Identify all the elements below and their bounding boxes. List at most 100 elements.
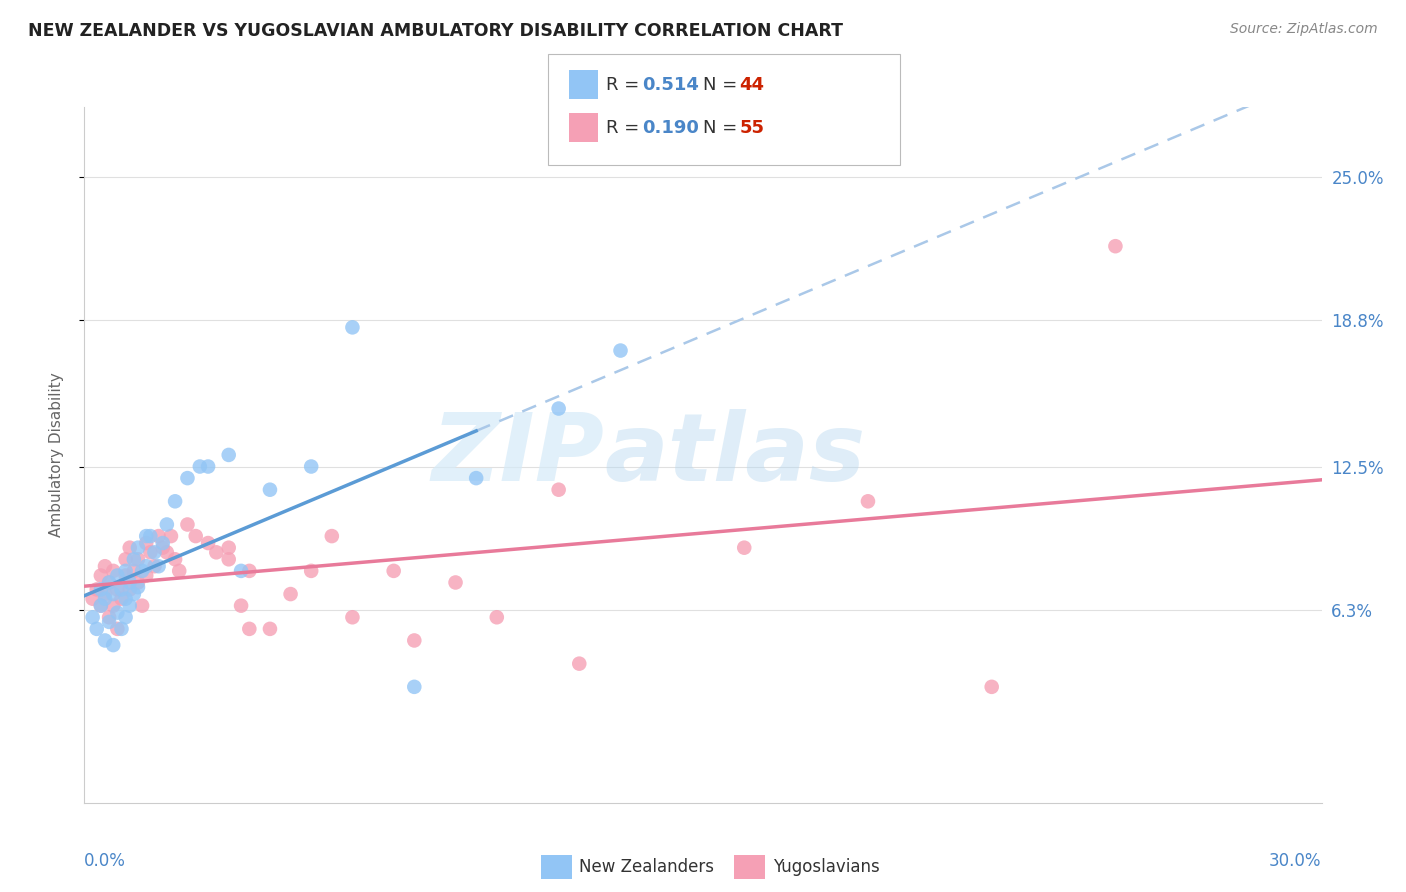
Point xyxy=(188,459,211,474)
Point xyxy=(103,564,125,578)
Point xyxy=(118,575,141,590)
Point xyxy=(90,599,112,613)
Point xyxy=(404,680,426,694)
Point xyxy=(127,552,149,566)
Point xyxy=(218,552,240,566)
Point xyxy=(152,536,174,550)
Point xyxy=(444,575,467,590)
Point xyxy=(98,575,121,590)
Point xyxy=(82,610,104,624)
Text: atlas: atlas xyxy=(605,409,865,501)
Point xyxy=(143,545,166,559)
Point xyxy=(342,320,364,334)
Point xyxy=(118,599,141,613)
Point xyxy=(176,471,198,485)
Point xyxy=(197,536,219,550)
Point xyxy=(98,615,121,629)
Text: Yugoslavians: Yugoslavians xyxy=(773,858,880,876)
Point xyxy=(86,582,108,597)
Point xyxy=(114,610,136,624)
Point xyxy=(143,559,166,574)
Text: R =: R = xyxy=(606,119,645,136)
Text: N =: N = xyxy=(703,119,742,136)
Point xyxy=(122,552,145,566)
Point xyxy=(156,517,179,532)
Point xyxy=(94,587,117,601)
Text: N =: N = xyxy=(703,76,742,94)
Point xyxy=(86,622,108,636)
Point xyxy=(110,591,132,606)
Point xyxy=(197,459,219,474)
Text: 55: 55 xyxy=(740,119,765,136)
Point xyxy=(135,559,157,574)
Point xyxy=(568,657,591,671)
Point xyxy=(229,564,252,578)
Point xyxy=(856,494,879,508)
Text: 30.0%: 30.0% xyxy=(1270,852,1322,870)
Y-axis label: Ambulatory Disability: Ambulatory Disability xyxy=(49,373,63,537)
Point xyxy=(90,582,112,597)
Point xyxy=(94,559,117,574)
Point xyxy=(127,541,149,555)
Point xyxy=(114,591,136,606)
Point xyxy=(139,545,162,559)
Point xyxy=(299,564,322,578)
Point xyxy=(465,471,488,485)
Point xyxy=(118,541,141,555)
Point xyxy=(114,568,136,582)
Text: NEW ZEALANDER VS YUGOSLAVIAN AMBULATORY DISABILITY CORRELATION CHART: NEW ZEALANDER VS YUGOSLAVIAN AMBULATORY … xyxy=(28,22,844,40)
Point xyxy=(148,559,170,574)
Point xyxy=(218,541,240,555)
Text: 0.514: 0.514 xyxy=(643,76,699,94)
Text: 0.190: 0.190 xyxy=(643,119,699,136)
Point xyxy=(176,517,198,532)
Point xyxy=(321,529,343,543)
Point xyxy=(98,610,121,624)
Point xyxy=(205,545,228,559)
Point xyxy=(238,564,260,578)
Text: Source: ZipAtlas.com: Source: ZipAtlas.com xyxy=(1230,22,1378,37)
Point xyxy=(156,545,179,559)
Text: 0.0%: 0.0% xyxy=(84,852,127,870)
Point xyxy=(280,587,302,601)
Point xyxy=(105,582,128,597)
Point xyxy=(139,529,162,543)
Point xyxy=(118,582,141,597)
Point xyxy=(114,564,136,578)
Text: 44: 44 xyxy=(740,76,765,94)
Point xyxy=(165,552,187,566)
Point xyxy=(547,401,569,416)
Point xyxy=(105,568,128,582)
Text: ZIP: ZIP xyxy=(432,409,605,501)
Point xyxy=(114,552,136,566)
Point xyxy=(218,448,240,462)
Point xyxy=(94,633,117,648)
Point xyxy=(733,541,755,555)
Point xyxy=(122,564,145,578)
Point xyxy=(229,599,252,613)
Point xyxy=(167,564,190,578)
Point xyxy=(105,606,128,620)
Point xyxy=(165,494,187,508)
Point xyxy=(980,680,1002,694)
Point xyxy=(127,580,149,594)
Point xyxy=(259,622,281,636)
Point xyxy=(110,582,132,597)
Text: R =: R = xyxy=(606,76,645,94)
Text: New Zealanders: New Zealanders xyxy=(579,858,714,876)
Point xyxy=(122,587,145,601)
Point xyxy=(131,599,153,613)
Point xyxy=(131,564,153,578)
Point xyxy=(135,529,157,543)
Point xyxy=(485,610,508,624)
Point xyxy=(152,541,174,555)
Point xyxy=(342,610,364,624)
Point xyxy=(94,591,117,606)
Point xyxy=(98,575,121,590)
Point xyxy=(1104,239,1126,253)
Point xyxy=(160,529,183,543)
Point xyxy=(127,575,149,590)
Point xyxy=(184,529,207,543)
Point xyxy=(382,564,405,578)
Point xyxy=(103,638,125,652)
